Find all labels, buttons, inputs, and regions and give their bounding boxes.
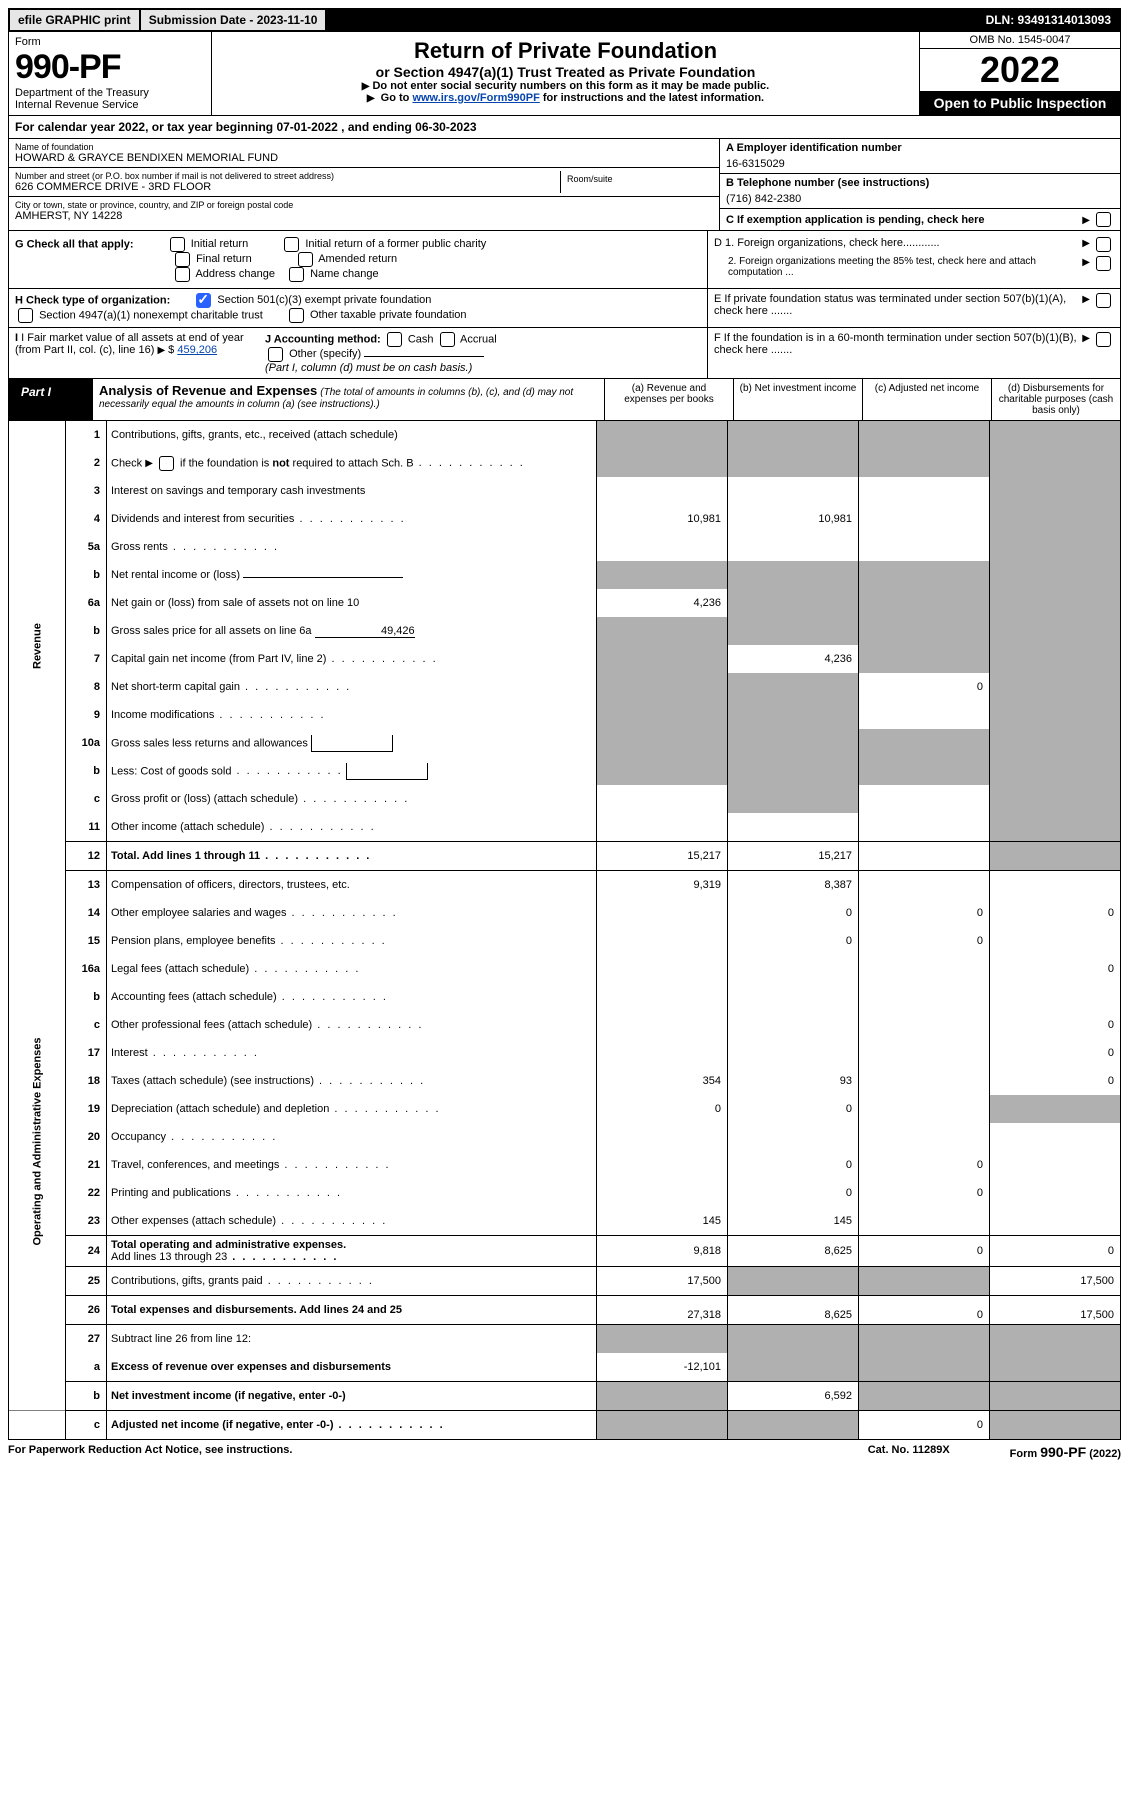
dln: DLN: 93491314013093: [978, 10, 1119, 30]
part1-label: Part I: [9, 379, 93, 420]
street-address: 626 COMMERCE DRIVE - 3RD FLOOR: [15, 181, 560, 193]
revenue-side-label: Revenue: [9, 421, 66, 871]
instr-1: Do not enter social security numbers on …: [222, 80, 909, 92]
part1-table: Revenue 1 Contributions, gifts, grants, …: [8, 421, 1121, 1440]
calendar-year: For calendar year 2022, or tax year begi…: [8, 116, 1121, 139]
header-left: Form 990-PF Department of the Treasury I…: [9, 32, 212, 115]
tax-year: 2022: [920, 49, 1120, 91]
address-change-checkbox[interactable]: [175, 267, 190, 282]
g-checks: G Check all that apply: Initial return I…: [9, 231, 707, 288]
other-method-checkbox[interactable]: [268, 347, 283, 362]
irs-link[interactable]: www.irs.gov/Form990PF: [412, 92, 539, 104]
accrual-checkbox[interactable]: [440, 332, 455, 347]
arrow-icon: [1082, 214, 1093, 226]
form-number: 990-PF: [15, 48, 205, 87]
cat-number: Cat. No. 11289X: [868, 1444, 950, 1460]
check-section-gd: G Check all that apply: Initial return I…: [8, 231, 1121, 289]
foundation-name: HOWARD & GRAYCE BENDIXEN MEMORIAL FUND: [15, 152, 713, 164]
room-suite-label: Room/suite: [560, 171, 713, 193]
instr-2: Go to www.irs.gov/Form990PF for instruct…: [222, 92, 909, 104]
other-taxable-checkbox[interactable]: [289, 308, 304, 323]
header-mid: Return of Private Foundation or Section …: [212, 32, 919, 115]
city-label: City or town, state or province, country…: [15, 200, 713, 210]
paperwork-notice: For Paperwork Reduction Act Notice, see …: [8, 1444, 292, 1460]
status-terminated-checkbox[interactable]: [1096, 293, 1111, 308]
open-public: Open to Public Inspection: [920, 91, 1120, 115]
form-title: Return of Private Foundation: [222, 38, 909, 64]
501c3-checkbox[interactable]: [196, 293, 211, 308]
form-subtitle: or Section 4947(a)(1) Trust Treated as P…: [222, 64, 909, 80]
amended-return-checkbox[interactable]: [298, 252, 313, 267]
cash-checkbox[interactable]: [387, 332, 402, 347]
exemption-pending-label: C If exemption application is pending, c…: [726, 214, 1082, 226]
dept2: Internal Revenue Service: [15, 99, 205, 111]
top-bar: efile GRAPHIC print Submission Date - 20…: [8, 8, 1121, 32]
omb-number: OMB No. 1545-0047: [920, 32, 1120, 49]
phone-value: (716) 842-2380: [726, 189, 1114, 205]
fmv-link[interactable]: 459,206: [177, 344, 217, 356]
col-d-header: (d) Disbursements for charitable purpose…: [991, 379, 1120, 420]
schb-checkbox[interactable]: [159, 456, 174, 471]
name-change-checkbox[interactable]: [289, 267, 304, 282]
h-e-row: H Check type of organization: Section 50…: [8, 289, 1121, 328]
name-label: Name of foundation: [15, 142, 713, 152]
initial-return-checkbox[interactable]: [170, 237, 185, 252]
part1-header: Part I Analysis of Revenue and Expenses …: [8, 379, 1121, 421]
d-checks: D 1. Foreign organizations, check here..…: [707, 231, 1120, 288]
col-a-header: (a) Revenue and expenses per books: [604, 379, 733, 420]
ein-label: A Employer identification number: [726, 142, 1114, 154]
submission-date: Submission Date - 2023-11-10: [141, 10, 326, 30]
ein-value: 16-6315029: [726, 154, 1114, 170]
form-footer: Form 990-PF (2022): [1010, 1444, 1121, 1460]
foreign-85-checkbox[interactable]: [1096, 256, 1111, 271]
form-label: Form: [15, 36, 205, 48]
info-grid: Name of foundation HOWARD & GRAYCE BENDI…: [8, 139, 1121, 231]
dept1: Department of the Treasury: [15, 87, 205, 99]
header-right: OMB No. 1545-0047 2022 Open to Public In…: [919, 32, 1120, 115]
initial-return-former-checkbox[interactable]: [284, 237, 299, 252]
page-footer: For Paperwork Reduction Act Notice, see …: [8, 1440, 1121, 1464]
4947-checkbox[interactable]: [18, 308, 33, 323]
exemption-checkbox[interactable]: [1096, 212, 1111, 227]
60-month-checkbox[interactable]: [1096, 332, 1111, 347]
efile-label: efile GRAPHIC print: [10, 10, 139, 30]
expenses-side-label: Operating and Administrative Expenses: [9, 871, 66, 1411]
final-return-checkbox[interactable]: [175, 252, 190, 267]
addr-label: Number and street (or P.O. box number if…: [15, 171, 560, 181]
form-header: Form 990-PF Department of the Treasury I…: [8, 32, 1121, 116]
col-b-header: (b) Net investment income: [733, 379, 862, 420]
col-c-header: (c) Adjusted net income: [862, 379, 991, 420]
phone-label: B Telephone number (see instructions): [726, 177, 1114, 189]
city-state-zip: AMHERST, NY 14228: [15, 210, 713, 222]
i-j-f-row: I I Fair market value of all assets at e…: [8, 328, 1121, 379]
foreign-org-checkbox[interactable]: [1096, 237, 1111, 252]
